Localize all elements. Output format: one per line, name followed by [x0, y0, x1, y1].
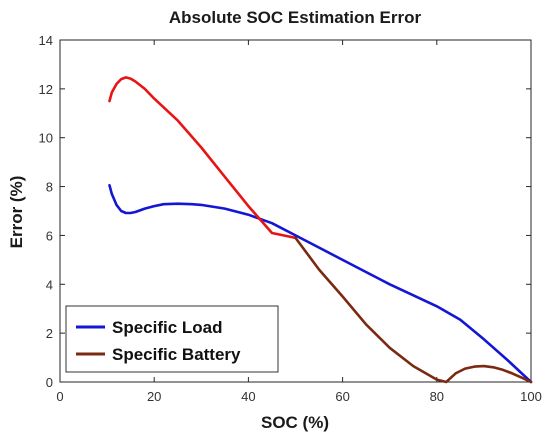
- y-axis-label: Error (%): [7, 176, 26, 249]
- legend-label-specific-battery: Specific Battery: [112, 345, 241, 364]
- series-lines: [108, 76, 533, 384]
- y-tick-label: 0: [46, 375, 53, 390]
- x-tick-label: 80: [430, 389, 444, 404]
- x-tick-label: 20: [147, 389, 161, 404]
- y-tick-label: 4: [46, 277, 53, 292]
- legend: Specific Load Specific Battery: [65, 305, 279, 373]
- x-tick-label: 0: [56, 389, 63, 404]
- chart-title: Absolute SOC Estimation Error: [169, 8, 422, 27]
- series-line-specific-battery-upper: [108, 76, 297, 240]
- x-tick-label: 40: [241, 389, 255, 404]
- y-tick-label: 2: [46, 326, 53, 341]
- legend-box: [65, 305, 279, 373]
- legend-label-specific-load: Specific Load: [112, 318, 223, 337]
- x-tick-label: 100: [520, 389, 542, 404]
- x-tick-label: 60: [335, 389, 349, 404]
- y-tick-label: 6: [46, 228, 53, 243]
- series-line-specific-battery-lower: [294, 236, 533, 384]
- x-axis-label: SOC (%): [261, 413, 329, 432]
- y-tick-label: 10: [39, 131, 53, 146]
- y-tick-label: 8: [46, 180, 53, 195]
- series-line-specific-load: [108, 184, 533, 384]
- y-tick-label: 14: [39, 33, 53, 48]
- axis-ticks: 0 20 40 60 80 100 0 2 4 6 8 10 12 14: [39, 33, 542, 404]
- y-tick-label: 12: [39, 82, 53, 97]
